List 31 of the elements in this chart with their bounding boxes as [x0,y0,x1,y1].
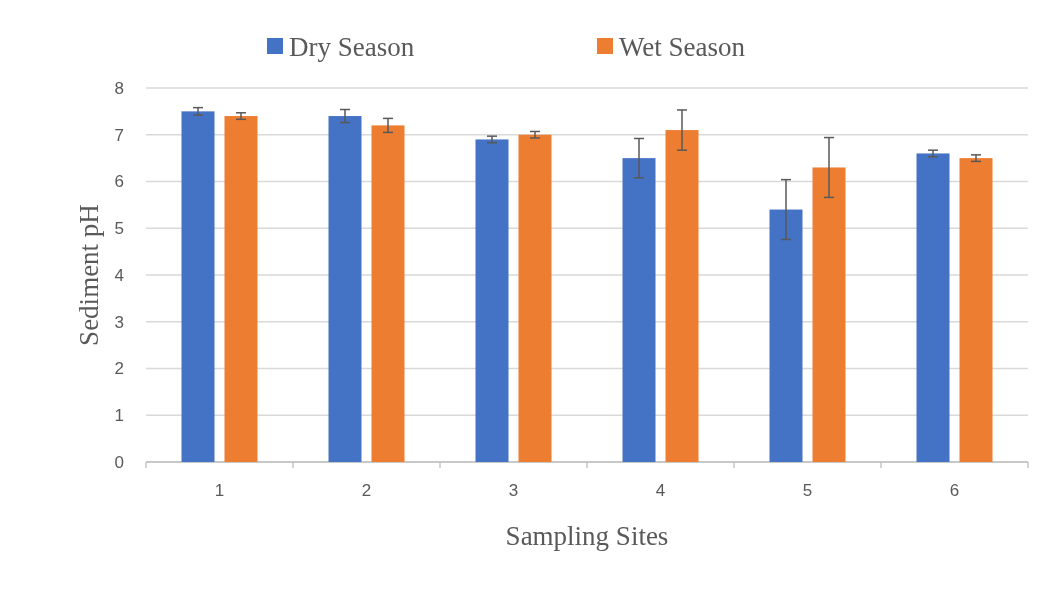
bar [181,111,215,462]
legend-label: Wet Season [619,32,746,63]
bar [475,139,509,462]
y-tick-label: 8 [114,78,124,98]
y-axis-title: Sediment pH [74,204,104,346]
y-tick-label: 2 [114,359,124,379]
y-tick-label: 0 [114,452,124,472]
bar [959,158,993,462]
x-tick-label: 2 [361,481,372,500]
bar [224,116,258,462]
y-tick-label: 7 [114,125,124,145]
y-tick-label: 1 [114,406,124,426]
x-tick-label: 1 [214,481,225,500]
bar [916,153,950,462]
bar [769,209,803,462]
y-tick-label: 3 [114,312,124,332]
bar [371,125,405,462]
y-tick-label: 4 [114,265,124,285]
x-tick-label: 5 [802,481,813,500]
bar [518,134,552,462]
x-axis-title: Sampling Sites [505,521,669,551]
y-tick-label: 6 [114,172,124,192]
legend-label: Dry Season [289,32,415,63]
bar [328,116,362,462]
x-tick-label: 4 [655,481,666,500]
bar [665,130,699,462]
bar [812,167,846,462]
y-tick-label: 5 [114,219,124,239]
x-tick-label: 6 [949,481,960,500]
x-tick-label: 3 [508,481,519,500]
bar [622,158,656,462]
